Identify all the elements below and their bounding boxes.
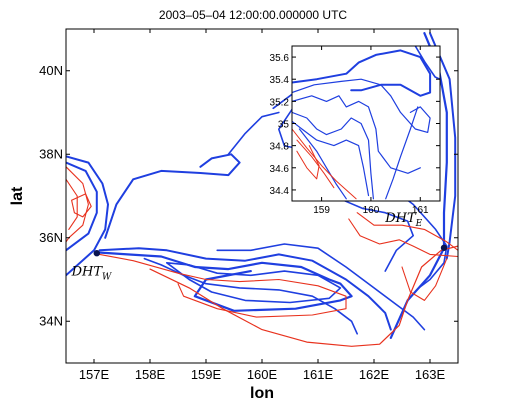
main-blue-streamline-10 [227,111,280,156]
main-blue-streamline-7 [143,257,358,335]
inset-blue-streamline-4 [292,111,374,200]
main-blue-streamline-1 [66,155,109,277]
inset-blue-streamline-6 [385,106,419,200]
main-x-tick-label: 162E [359,367,390,382]
main-x-tick-label: 159E [191,367,222,382]
main-x-tick-label: 163E [415,367,446,382]
main-red-streamline-16 [66,178,78,230]
main-red-streamline-20 [348,218,458,258]
hyperbolic-trajectory-point-e [440,244,448,251]
inset-red-streamline-11 [296,145,320,180]
inset-blue-streamline-5 [298,128,347,200]
inset-blue-streamline-2 [292,78,431,133]
inset-blue-streamline-8 [292,120,370,197]
hyperbolic-trajectory-label-w: DHTW [71,264,112,282]
inset-blue-streamline-3 [292,95,421,174]
main-y-tick-label: 34N [39,313,63,328]
chart-title: 2003–05–04 12:00:00.000000 UTC [159,8,347,22]
inset-y-tick-label: 35 [278,120,290,131]
main-y-tick-label: 40N [39,63,63,78]
inset-y-tick-label: 35.4 [270,75,290,86]
main-x-tick-label: 157E [79,367,110,382]
inset-y-tick-label: 34.8 [270,142,290,153]
main-red-streamline-22 [401,258,448,301]
main-x-tick-label: 158E [135,367,166,382]
main-plot-border [65,28,459,364]
main-x-tick-label: 161E [303,367,334,382]
inset-blue-streamline-1 [292,49,432,97]
main-plot-points: DHTW DHTE [71,211,448,282]
inset-plot-background [292,46,440,201]
main-red-streamline-18 [99,253,347,318]
main-red-streamline-17 [71,193,92,218]
y-axis-label: lat [9,186,26,205]
main-x-tick-label: 160E [247,367,278,382]
inset-red-streamline-9 [292,128,357,200]
main-y-ticks: 34N 36N 38N 40N [39,63,458,328]
hyperbolic-trajectory-label-e: DHTE [384,211,422,229]
main-blue-streamline-6 [166,262,342,304]
main-blue-streamline-12 [390,186,448,289]
inset-x-tick-label: 161 [412,205,429,216]
main-blue-streamline-8 [216,243,426,331]
inset-x-tick-label: 159 [313,205,330,216]
hyperbolic-trajectory-point-w [93,249,101,257]
inset-x-tick-label: 160 [363,205,380,216]
main-blue-streamline-4 [98,247,392,331]
inset-y-tick-label: 34.4 [270,186,290,197]
main-x-ticks: 157E 158E 159E 160E 161E 162E 163E [79,29,446,382]
main-red-streamline-19 [149,245,458,347]
inset-y-tick-label: 35.6 [270,53,290,64]
inset-blue-streamline-7 [414,46,440,80]
main-red-streamline-21 [356,212,458,251]
inset-plot-border [291,45,441,202]
inset-plot-series [292,46,440,200]
main-red-streamline-15 [66,166,89,243]
inset-y-ticks: 34.4 34.6 34.8 35 35.2 35.4 35.6 [270,53,440,197]
main-y-tick-label: 36N [39,230,63,245]
inset-y-tick-label: 35.2 [270,97,290,108]
main-blue-streamline-2 [66,161,98,252]
inset-x-ticks: 159 160 161 [313,46,429,216]
main-y-tick-label: 38N [39,146,63,161]
inset-y-tick-label: 34.6 [270,164,290,175]
x-axis-label: lon [250,385,274,402]
main-blue-streamline-14 [429,32,457,260]
main-blue-streamline-5 [104,153,241,239]
main-blue-streamline-13 [389,32,448,339]
inset-red-streamline-10 [296,139,335,189]
